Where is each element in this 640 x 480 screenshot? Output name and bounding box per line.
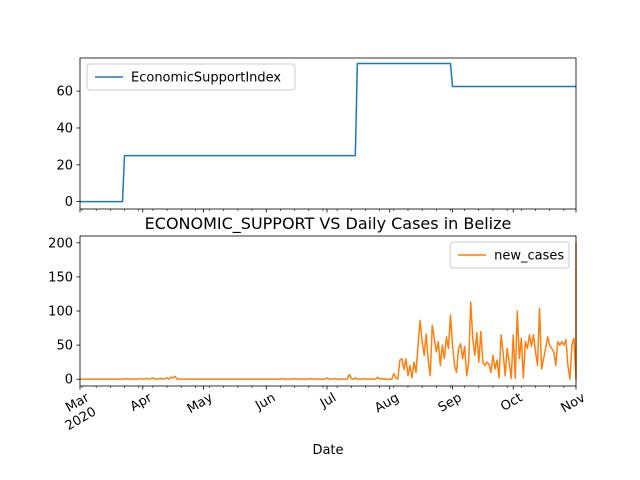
series-line-EconomicSupportIndex <box>80 62 576 203</box>
y-tick-label: 20 <box>56 158 73 173</box>
top-axes-frame <box>79 57 577 210</box>
bottom-y-ticks: 0 50 100 150 200 <box>48 236 80 388</box>
bottom-series-lines <box>80 242 577 380</box>
y-tick-label: 0 <box>65 373 73 388</box>
top-y-ticks: 0 20 40 60 <box>56 85 80 210</box>
top-legend: EconomicSupportIndex <box>86 63 296 91</box>
y-tick-label: 40 <box>56 121 73 136</box>
y-tick-label: 200 <box>48 236 73 251</box>
top-series-lines <box>80 62 576 203</box>
y-tick-label: 60 <box>56 85 73 100</box>
bottom-legend: new_cases <box>449 241 570 269</box>
y-tick-label: 100 <box>48 305 73 320</box>
legend-box <box>86 63 296 91</box>
top-panel: 0 20 40 60 EconomicSupportIndex <box>56 57 577 213</box>
legend-label: new_cases <box>494 249 564 264</box>
legend-box <box>449 241 570 269</box>
bottom-chart-title: ECONOMIC_SUPPORT VS Daily Cases in Beliz… <box>145 214 512 234</box>
y-tick-label: 150 <box>48 270 73 285</box>
legend-label: EconomicSupportIndex <box>131 71 281 86</box>
x-tick-label: Jul <box>317 390 339 411</box>
y-tick-label: 0 <box>65 195 73 210</box>
bottom-x-axis-label: Date <box>312 443 343 458</box>
bottom-axes-frame <box>79 235 577 387</box>
y-tick-label: 50 <box>56 339 73 354</box>
series-line-new_cases <box>80 242 577 380</box>
